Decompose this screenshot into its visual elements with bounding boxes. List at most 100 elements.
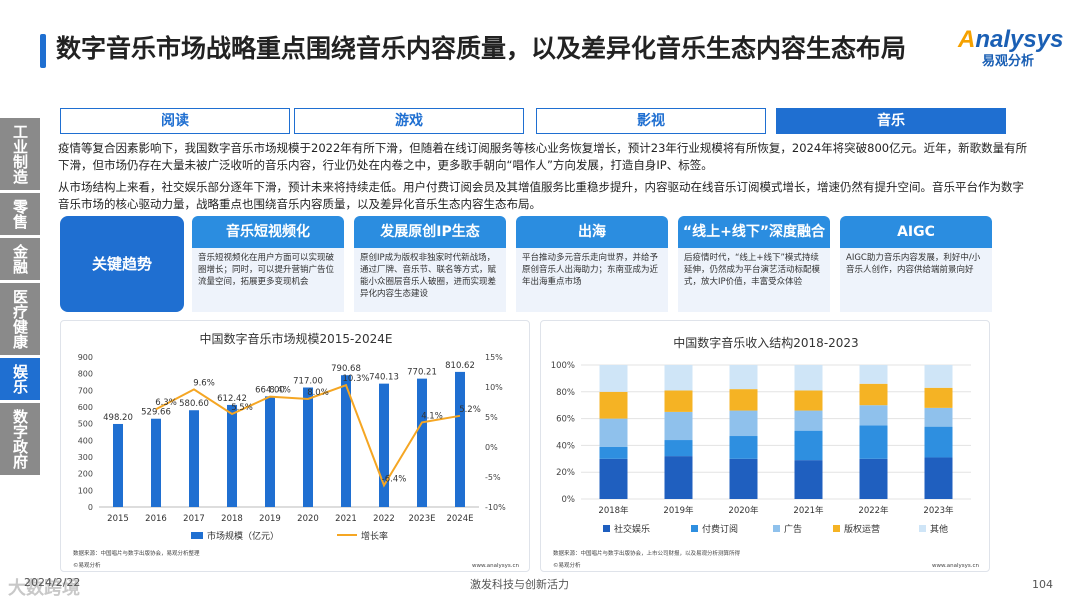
chart-brand: ©易观分析 xyxy=(73,561,101,569)
y2-tick-label: 5% xyxy=(485,413,498,422)
y-tick-label: 500 xyxy=(78,420,93,429)
y-tick-label: 60% xyxy=(556,415,575,425)
tab-reading[interactable]: 阅读 xyxy=(60,108,290,134)
legend-label: 社交娱乐 xyxy=(614,523,650,535)
stacked-bar-segment xyxy=(599,391,628,419)
chart-url: www.analysys.cn xyxy=(932,563,980,569)
tab-games[interactable]: 游戏 xyxy=(294,108,524,134)
trend-card: 出海 平台推动多元音乐走向世界，并给予原创音乐人出海助力；东南亚成为近年出海重点… xyxy=(516,216,668,312)
stacked-bar-segment xyxy=(794,365,823,391)
title-accent-bar xyxy=(40,34,46,68)
chart-legend: 市场规模（亿元） 增长率 xyxy=(191,530,388,542)
side-tab[interactable]: 医疗健康 xyxy=(0,283,40,355)
y2-tick-label: -10% xyxy=(485,503,506,512)
side-tab[interactable]: 数字政府 xyxy=(0,403,40,475)
chart-source: 数据来源：中国唱片与数字出版协会，易观分析整理 xyxy=(73,549,200,557)
stacked-bar-segment xyxy=(924,457,953,499)
legend-swatch xyxy=(773,525,780,532)
bar-value-label: 717.00 xyxy=(293,377,323,387)
bar xyxy=(303,387,313,507)
bar xyxy=(113,423,123,507)
stacked-bar-segment xyxy=(599,365,628,392)
chart-url: www.analysys.cn xyxy=(472,563,520,569)
legend-label-bar: 市场规模（亿元） xyxy=(207,530,279,542)
chart-title: 中国数字音乐市场规模2015-2024E xyxy=(200,331,393,346)
bar xyxy=(455,371,465,507)
bar xyxy=(265,396,275,507)
line-value-label: 5.2% xyxy=(459,405,481,415)
legend-label-line: 增长率 xyxy=(361,530,388,542)
stacked-bar-segment xyxy=(664,365,693,391)
revenue-structure-chart: 中国数字音乐收入结构2018-2023 0% 20% 40% 60% 80% 100% 20… xyxy=(540,320,990,572)
stacked-bar-segment xyxy=(729,458,758,499)
logo-rest: nalysys xyxy=(975,26,1064,53)
stacked-bar-segment xyxy=(859,458,888,499)
trend-title: 发展原创IP生态 xyxy=(354,216,506,248)
stacked-bar-segment xyxy=(794,390,823,411)
footer-slogan: 激发科技与创新活力 xyxy=(470,578,569,591)
stacked-bar-segment xyxy=(664,456,693,499)
x-tick-label: 2021 xyxy=(335,514,357,524)
paragraph-market-structure: 从市场结构上来看，社交娱乐部分逐年下滑，预计未来将持续走低。用户付费订阅会员及其… xyxy=(58,180,1024,211)
trend-card: 发展原创IP生态 原创IP成为版权非独家时代新战场，通过厂牌、音乐节、联名等方式… xyxy=(354,216,506,312)
stacked-bar-segment xyxy=(924,365,953,388)
y2-tick-label: 10% xyxy=(485,383,503,392)
stacked-bar-segment xyxy=(859,365,888,384)
paragraph-market-size: 疫情等复合因素影响下，我国数字音乐市场规模于2022年有所下滑，但随着在线订阅服… xyxy=(58,141,1028,172)
bar xyxy=(417,378,427,507)
stacked-bar-segment xyxy=(859,383,888,406)
trend-card: AIGC AIGC助力音乐内容发展，利好中/小音乐人创作，内容供给端前景向好 xyxy=(840,216,992,312)
stacked-bar-segment xyxy=(664,440,693,457)
stacked-bar-segment xyxy=(794,410,823,431)
line-value-label: 6.3% xyxy=(155,398,177,408)
trend-body: 平台推动多元音乐走向世界，并给予原创音乐人出海助力；东南亚成为近年出海重点市场 xyxy=(516,248,668,312)
trend-title: AIGC xyxy=(840,216,992,248)
y-tick-label: 800 xyxy=(78,370,93,379)
y-tick-label: 20% xyxy=(556,468,575,478)
legend-swatch xyxy=(833,525,840,532)
chart-title: 中国数字音乐收入结构2018-2023 xyxy=(673,335,858,350)
side-tab[interactable]: 工业制造 xyxy=(0,118,40,190)
side-tab[interactable]: 娱乐 xyxy=(0,358,40,400)
watermark: 大数跨境 xyxy=(8,578,80,599)
page-number: 104 xyxy=(1032,578,1053,591)
bar xyxy=(227,404,237,507)
tab-music[interactable]: 音乐 xyxy=(776,108,1006,134)
x-tick-label: 2017 xyxy=(183,514,205,524)
market-size-chart: 中国数字音乐市场规模2015-2024E 0 100 200 300 400 500 600… xyxy=(60,320,530,572)
side-tab[interactable]: 金融 xyxy=(0,238,40,280)
growth-rate-line xyxy=(155,383,461,488)
x-tick-label: 2019年 xyxy=(663,505,694,516)
x-tick-label: 2022 xyxy=(373,514,395,524)
bar xyxy=(151,418,161,507)
line-value-label: 8.0% xyxy=(307,388,329,398)
line-value-label: 8.4% xyxy=(269,386,291,396)
bar-value-label: 740.13 xyxy=(369,373,399,383)
stacked-bar-segment xyxy=(729,365,758,390)
key-trends-label: 关键趋势 xyxy=(60,216,184,312)
stacked-bar-segment xyxy=(599,418,628,447)
y-tick-label: 0 xyxy=(88,503,93,512)
revenue-structure-chart-svg: 中国数字音乐收入结构2018-2023 0% 20% 40% 60% 80% 100% 20… xyxy=(551,335,980,569)
bar-value-label: 498.20 xyxy=(103,413,133,423)
y-tick-label: 100 xyxy=(78,486,93,495)
legend-label: 其他 xyxy=(930,523,948,535)
legend-swatch xyxy=(691,525,698,532)
tab-film[interactable]: 影视 xyxy=(536,108,766,134)
y-tick-label: 200 xyxy=(78,470,93,479)
y-tick-label: 700 xyxy=(78,386,93,395)
logo-cn: 易观分析 xyxy=(982,54,1035,69)
side-tab[interactable]: 零售 xyxy=(0,193,40,235)
y-tick-label: 400 xyxy=(78,436,93,445)
stacked-bar-segment xyxy=(794,430,823,461)
stacked-bar-segment xyxy=(859,405,888,426)
logo-prefix: A xyxy=(958,26,976,53)
line-value-label: 4.1% xyxy=(421,411,443,421)
x-tick-label: 2015 xyxy=(107,514,129,524)
y2-tick-label: -5% xyxy=(485,473,501,482)
chart-legend: 社交娱乐 付费订阅 广告 版权运营 其他 xyxy=(603,523,948,535)
trend-body: 后疫情时代，“线上+线下”模式持续延伸，仍然成为平台演艺活动标配模式，放大IP价… xyxy=(678,248,830,312)
trend-card: 音乐短视频化 音乐短视频化在用户方面可以实现破圈增长；同时，可以提升营销广告位流… xyxy=(192,216,344,312)
y2-tick-label: 15% xyxy=(485,353,503,362)
chart-brand: ©易观分析 xyxy=(553,561,581,569)
